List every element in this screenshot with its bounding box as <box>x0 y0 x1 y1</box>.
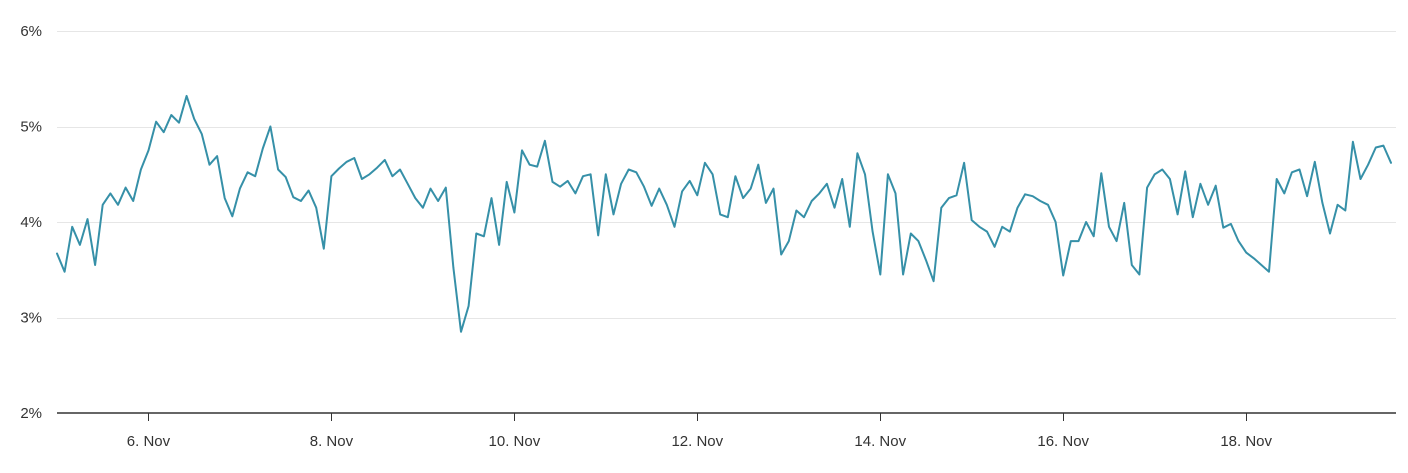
x-axis-tick-label: 18. Nov <box>1220 433 1272 450</box>
x-axis-tick-label: 12. Nov <box>671 433 723 450</box>
y-axis-tick-label: 6% <box>20 23 42 40</box>
x-axis-tick-label: 16. Nov <box>1037 433 1089 450</box>
x-axis-tick-label: 6. Nov <box>127 433 171 450</box>
y-axis-tick-label: 2% <box>20 405 42 422</box>
x-axis-tick-label: 8. Nov <box>310 433 354 450</box>
series-line[interactable] <box>56 94 1392 333</box>
x-axis-tick-label: 10. Nov <box>489 433 541 450</box>
y-axis-tick-label: 4% <box>20 214 42 231</box>
x-axis-tick-label: 14. Nov <box>854 433 906 450</box>
y-axis-tick-label: 3% <box>20 310 42 327</box>
y-axis-tick-label: 5% <box>20 119 42 136</box>
